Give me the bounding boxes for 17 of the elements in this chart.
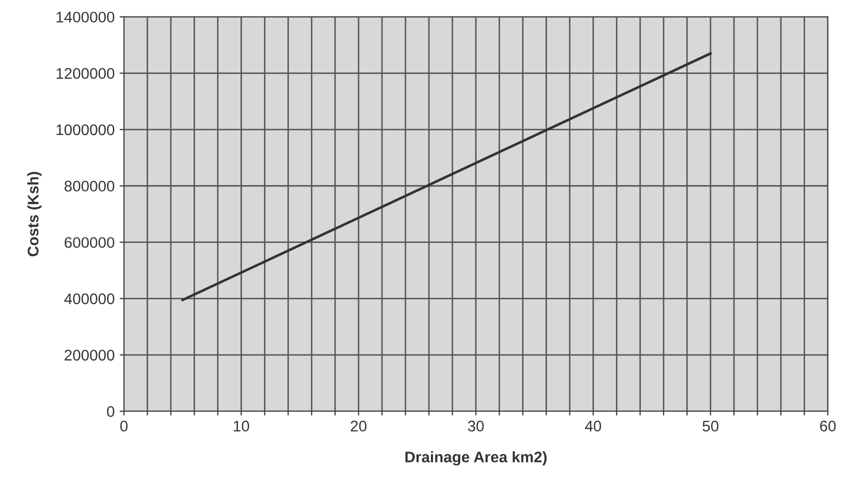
y-axis-title: Costs (Ksh) — [27, 172, 42, 256]
x-axis-title: Drainage Area km2) — [405, 451, 547, 466]
x-tick-label: 20 — [350, 420, 366, 432]
y-tick-label: 600000 — [64, 237, 114, 248]
y-tick-label: 200000 — [64, 350, 114, 361]
y-tick-label: 800000 — [64, 180, 114, 192]
y-tick-label: 400000 — [64, 293, 114, 304]
y-tick-label: 1400000 — [56, 12, 114, 23]
x-tick-label: 30 — [468, 420, 484, 432]
x-tick-label: 10 — [234, 420, 250, 432]
y-tick-label: 0 — [106, 406, 114, 417]
y-tick-label: 1000000 — [56, 124, 114, 136]
x-tick-label: 0 — [120, 420, 128, 432]
x-tick-label: 60 — [820, 420, 836, 432]
y-tick-label: 1200000 — [56, 68, 114, 79]
x-tick-label: 40 — [585, 420, 602, 432]
x-tick-label: 50 — [702, 420, 718, 432]
